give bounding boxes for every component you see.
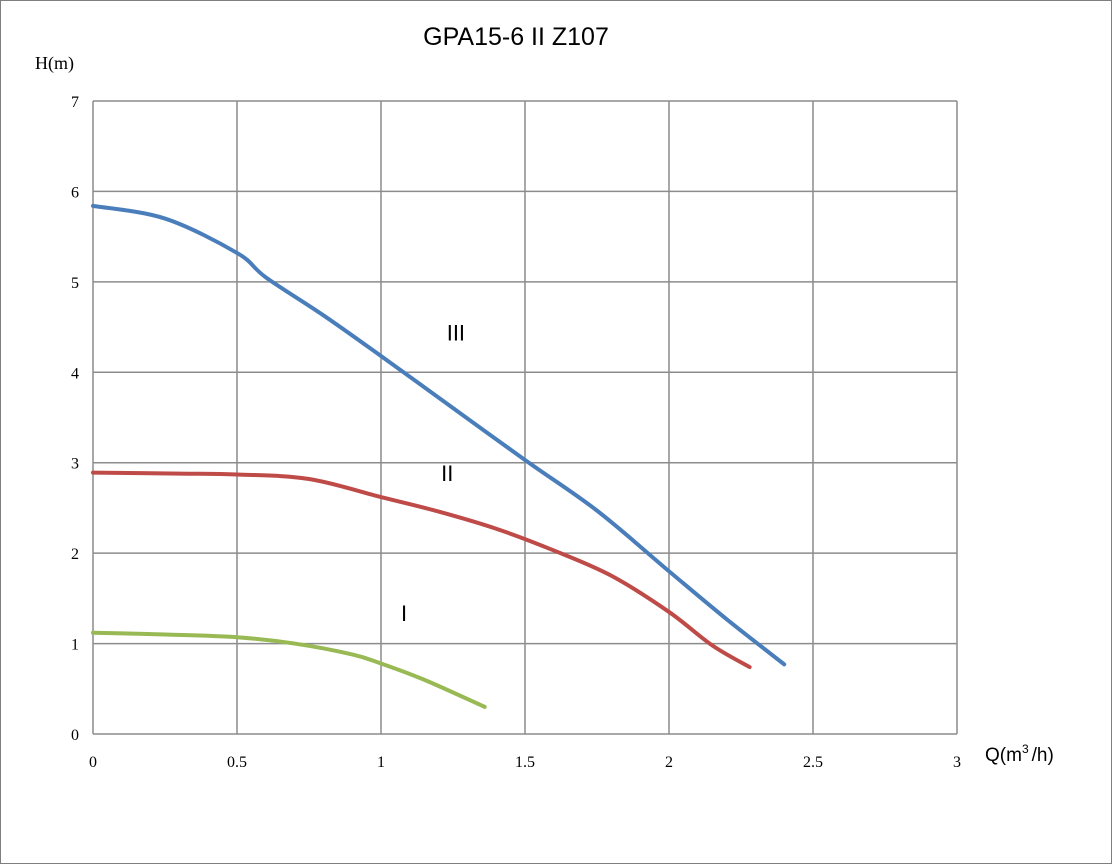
y-tick-label: 0 — [71, 727, 79, 744]
x-axis-label: Q(m3/h) — [985, 742, 1054, 766]
series-line-II — [91, 470, 752, 670]
chart-title: GPA15-6 II Z107 — [423, 23, 609, 51]
series-label-II: II — [441, 461, 453, 486]
tick-labels: 0 0.5 1 1.5 2 2.5 3 0 1 2 3 4 5 6 7 — [71, 94, 961, 771]
series-label-III: III — [447, 321, 465, 346]
x-tick-label: 0 — [89, 754, 97, 771]
x-tick-label: 1.5 — [515, 754, 535, 771]
y-tick-label: 1 — [71, 637, 79, 654]
y-tick-label: 2 — [71, 546, 79, 563]
y-tick-label: 7 — [71, 94, 79, 111]
x-tick-label: 0.5 — [227, 754, 247, 771]
x-axis-label-base: Q(m — [985, 745, 1022, 766]
x-axis-label-tail: /h) — [1032, 745, 1054, 766]
y-tick-label: 6 — [71, 184, 79, 201]
y-tick-label: 5 — [71, 275, 79, 292]
series-line-III — [91, 203, 787, 667]
x-tick-label: 3 — [953, 754, 961, 771]
y-tick-label: 3 — [71, 456, 79, 473]
series-label-I: I — [401, 601, 407, 626]
x-tick-label: 1 — [377, 754, 385, 771]
series-curves — [91, 203, 787, 709]
series-line-I — [91, 630, 487, 709]
y-tick-label: 4 — [71, 365, 79, 382]
y-axis-label: H(m) — [35, 53, 74, 74]
x-axis-label-superscript: 3 — [1022, 742, 1029, 756]
x-tick-label: 2 — [665, 754, 673, 771]
x-tick-label: 2.5 — [803, 754, 823, 771]
grid — [92, 100, 958, 735]
